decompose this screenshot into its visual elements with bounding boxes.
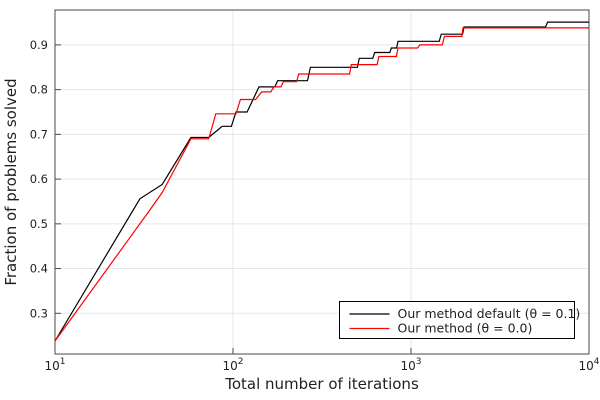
series-layer	[54, 21, 589, 342]
y-axis-title: Fraction of problems solved	[2, 78, 20, 285]
legend-entry-label: Our method (θ = 0.0)	[398, 321, 533, 336]
plot-frame	[54, 9, 590, 355]
y-tick-label: 0.8	[30, 83, 48, 97]
legend-entry-label: Our method default (θ = 0.1)	[398, 306, 581, 321]
y-tick-label: 0.5	[30, 217, 48, 231]
curve-series-1	[54, 27, 589, 342]
y-tick-label: 0.7	[30, 127, 48, 141]
x-axis-title: Total number of iterations	[224, 375, 419, 393]
x-tick-label: 101	[44, 357, 65, 373]
tick-layer: 0.3 0.4 0.5 0.6 0.7 0.8 0.9 101 102 103 104	[30, 38, 600, 373]
x-tick-label: 103	[400, 357, 421, 373]
legend-box: Our method default (θ = 0.1)Our method (…	[339, 301, 581, 339]
y-tick-label: 0.6	[30, 172, 48, 186]
x-tick-label: 104	[578, 357, 599, 373]
legend-frame	[339, 301, 575, 339]
curve-series-0	[54, 21, 589, 342]
y-tick-label: 0.3	[30, 306, 48, 320]
x-tick-label: 102	[222, 357, 243, 373]
y-tick-label: 0.9	[30, 38, 48, 52]
y-tick-label: 0.4	[30, 262, 48, 276]
